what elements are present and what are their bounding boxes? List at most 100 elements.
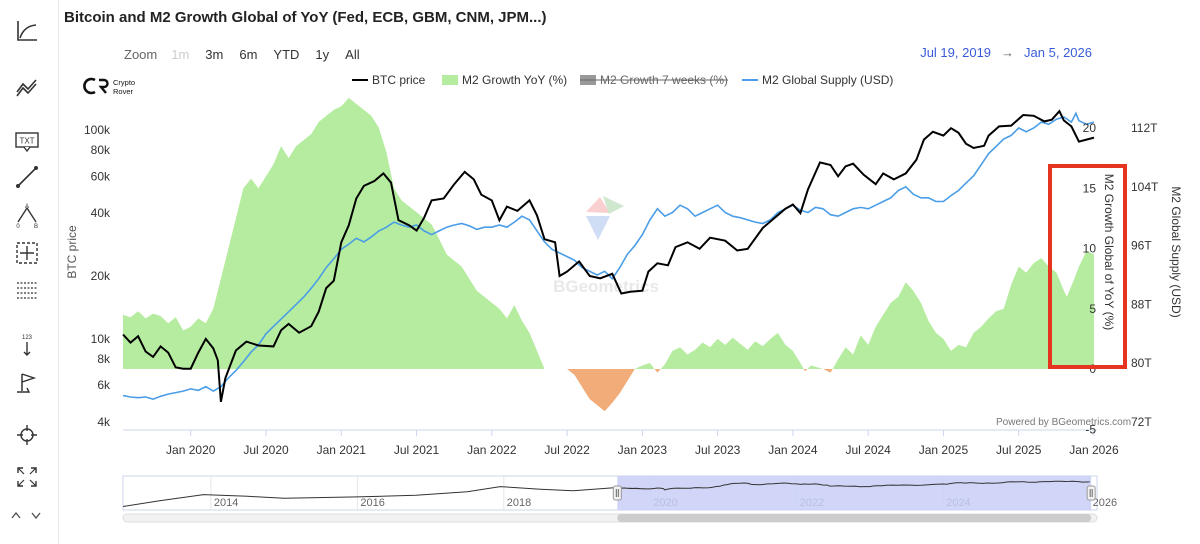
measure-zero-label: 0 <box>16 224 20 228</box>
zoom-3m-button[interactable]: 3m <box>205 47 224 62</box>
btc-axis-tick: 4k <box>97 415 111 429</box>
legend-item[interactable]: M2 Global Supply (USD) <box>742 73 893 87</box>
legend-item[interactable]: M2 Growth 7 weeks (%) <box>580 73 729 87</box>
range-to-input[interactable]: Jan 5, 2026 <box>1024 45 1092 60</box>
legend-item[interactable]: M2 Growth YoY (%) <box>442 73 567 87</box>
btc-axis-tick: 100k <box>84 123 111 137</box>
zoom-1y-button[interactable]: 1y <box>315 47 330 62</box>
measure-b-label: B <box>34 224 38 228</box>
crosshair-box-icon[interactable] <box>8 236 46 270</box>
m2-growth-negative-area <box>803 369 808 372</box>
m2-supply-line <box>122 111 1095 401</box>
range-from-input[interactable]: Jul 19, 2019 <box>920 45 992 60</box>
m2-growth-positive-area <box>832 250 1094 369</box>
scrollbar-thumb[interactable] <box>617 514 1092 522</box>
indicators-icon[interactable] <box>8 70 46 104</box>
credit-text[interactable]: Powered by BGeometrics.com <box>996 417 1131 428</box>
x-tick-label: Jul 2025 <box>996 443 1042 457</box>
x-tick-label: Jul 2024 <box>845 443 891 457</box>
supply-axis-tick: 112T <box>1131 121 1158 135</box>
growth-axis-tick: 15 <box>1083 181 1097 195</box>
m2-growth-negative-area <box>567 369 635 412</box>
x-tick-label: Jan 2023 <box>618 443 668 457</box>
target-icon[interactable] <box>8 418 46 452</box>
measure-a-label: A <box>25 204 29 210</box>
btc-axis-tick: 40k <box>91 206 111 220</box>
logo-line2: Rover <box>113 87 134 96</box>
growth-axis-tick: -5 <box>1085 422 1096 436</box>
navigator-tick-label: 2026 <box>1093 497 1117 509</box>
x-tick-label: Jul 2022 <box>544 443 590 457</box>
navigator-tick-label: 2014 <box>214 497 238 509</box>
x-tick-label: Jan 2024 <box>768 443 818 457</box>
supply-axis-tick: 104T <box>1131 180 1159 194</box>
navigator-btc-line <box>122 480 1090 507</box>
growth-axis-tick: 10 <box>1083 242 1097 256</box>
btc-axis-title: BTC price <box>65 225 79 279</box>
supply-axis-tick: 88T <box>1131 297 1152 311</box>
line-chart-icon[interactable] <box>8 14 46 48</box>
btc-axis-tick: 8k <box>97 352 111 366</box>
zoom-label: Zoom <box>124 47 158 62</box>
legend-label: BTC price <box>372 73 426 87</box>
navigator-tick-label: 2016 <box>360 497 384 509</box>
supply-axis-tick: 72T <box>1131 415 1152 429</box>
x-tick-label: Jul 2023 <box>695 443 741 457</box>
x-tick-label: Jan 2021 <box>317 443 367 457</box>
btc-axis-tick: 20k <box>91 269 111 283</box>
highlight-box <box>1048 164 1127 369</box>
navigator-left-handle[interactable] <box>612 485 622 501</box>
growth-axis-title: M2 Growth Global of YoY (%) <box>1102 174 1116 331</box>
x-tick-label: Jul 2020 <box>243 443 289 457</box>
growth-axis-tick: 5 <box>1089 302 1096 316</box>
m2-growth-positive-area <box>634 363 655 369</box>
supply-axis-title: M2 Global Supply (USD) <box>1169 186 1183 317</box>
fullscreen-icon[interactable] <box>8 460 46 494</box>
vertical-count-icon[interactable]: 123 <box>8 328 46 362</box>
count-label: 123 <box>22 335 33 341</box>
growth-axis-tick: 20 <box>1083 121 1097 135</box>
btc-axis-tick: 60k <box>91 169 111 183</box>
measure-icon[interactable]: A 0 B <box>8 198 46 232</box>
btc-price-line <box>122 109 1095 402</box>
btc-axis-tick: 6k <box>97 378 111 392</box>
drawing-toolbar: TXT A 0 B 123 <box>0 0 59 544</box>
logo-line1: Crypto <box>113 78 135 87</box>
up-arrow-icon[interactable] <box>10 508 22 520</box>
watermark: BGeometrics <box>553 196 659 296</box>
range-arrow: → <box>1001 45 1015 60</box>
supply-axis-tick: 80T <box>1131 356 1152 370</box>
chart-title: Bitcoin and M2 Growth Global of YoY (Fed… <box>64 9 547 26</box>
legend-label: M2 Global Supply (USD) <box>762 73 893 87</box>
x-tick-label: Jan 2022 <box>467 443 517 457</box>
zoom-1m-button[interactable]: 1m <box>171 47 190 62</box>
navigator-selected-range <box>617 476 1092 510</box>
navigator-tick-label: 2018 <box>507 497 531 509</box>
zoom-6m-button[interactable]: 6m <box>239 47 258 62</box>
navigator-right-handle[interactable] <box>1086 485 1096 501</box>
text-annotation-icon[interactable]: TXT <box>8 124 46 158</box>
btc-axis-tick: 80k <box>91 143 111 157</box>
date-range: Jul 19, 2019 → Jan 5, 2026 <box>920 45 1092 60</box>
m2-growth-positive-area <box>807 365 823 369</box>
x-tick-label: Jan 2025 <box>919 443 969 457</box>
x-tick-label: Jul 2021 <box>394 443 440 457</box>
supply-axis-tick: 96T <box>1131 239 1152 253</box>
legend-item[interactable]: BTC price <box>352 73 426 87</box>
x-tick-label: Jan 2026 <box>1069 443 1119 457</box>
x-tick-label: Jan 2020 <box>166 443 216 457</box>
zoom-all-button[interactable]: All <box>345 47 360 62</box>
m2-growth-negative-area <box>654 369 661 373</box>
down-arrow-icon[interactable] <box>30 508 42 520</box>
zoom-ytd-button[interactable]: YTD <box>273 47 300 62</box>
legend-label: M2 Growth YoY (%) <box>462 73 567 87</box>
btc-axis-tick: 10k <box>91 332 111 346</box>
txt-label: TXT <box>19 137 34 146</box>
zoom-selector: Zoom 1m 3m 6m YTD 1y All <box>124 45 370 64</box>
flag-icon[interactable] <box>8 366 46 400</box>
line-draw-icon[interactable] <box>8 160 46 194</box>
legend-swatch <box>442 75 458 85</box>
m2-growth-positive-area <box>660 332 804 369</box>
crypto-rover-logo: Crypto Rover <box>83 77 135 96</box>
